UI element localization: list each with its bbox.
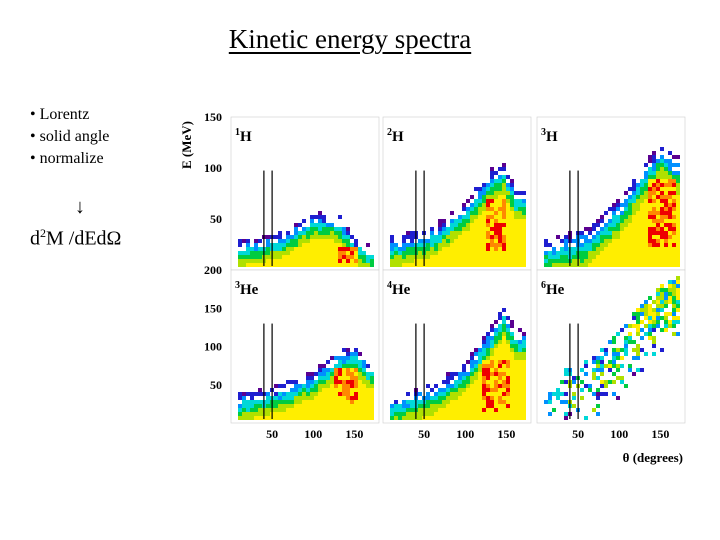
- panel-label-element: He: [546, 282, 565, 298]
- y-tick-label: 100: [204, 161, 222, 175]
- panel-label-element: H: [546, 129, 558, 145]
- x-axis-label: θ (degrees): [623, 450, 683, 465]
- heatmap-1h: [238, 211, 374, 267]
- down-arrow-icon: ↓: [75, 196, 85, 218]
- panel-label-mass: 3: [541, 127, 546, 138]
- x-tick-label: 150: [651, 427, 669, 441]
- panel-label-mass: 3: [235, 280, 240, 291]
- formula-suffix: M /dEdΩ: [46, 227, 122, 250]
- formula-prefix: d: [30, 227, 40, 250]
- panel-label-3he: 3He: [235, 280, 259, 298]
- x-tick-label: 150: [345, 427, 363, 441]
- x-tick-label: 50: [418, 427, 430, 441]
- y-tick-label: 200: [204, 263, 222, 277]
- y-tick-label: 150: [204, 301, 222, 315]
- y-tick-label: 50: [210, 212, 222, 226]
- bullet-item: • Lorentz: [30, 106, 90, 123]
- y-tick-label: 100: [204, 340, 222, 354]
- x-tick-label: 50: [572, 427, 584, 441]
- panel-label-element: He: [240, 282, 259, 298]
- heatmap-3h: [544, 147, 680, 267]
- x-tick-label: 100: [610, 427, 628, 441]
- bullet-item: • normalize: [30, 150, 104, 167]
- formula-superscript: 2: [40, 226, 46, 240]
- panel-label-6he: 6He: [541, 280, 565, 298]
- heatmap-6he: [544, 276, 680, 420]
- panel-label-mass: 1: [235, 127, 240, 138]
- panel-label-element: H: [240, 129, 252, 145]
- panel-label-element: H: [392, 129, 404, 145]
- heatmap-4he: [390, 308, 526, 420]
- y-tick-label: 50: [210, 378, 222, 392]
- panel-label-2h: 2H: [387, 127, 404, 145]
- y-axis-label: E (MeV): [179, 121, 194, 169]
- bullet-list: • Lorentz • solid angle • normalize: [30, 104, 109, 170]
- panel-label-4he: 4He: [387, 280, 411, 298]
- panel-label-3h: 3H: [541, 127, 558, 145]
- x-tick-label: 150: [497, 427, 515, 441]
- panel-label-mass: 6: [541, 280, 546, 291]
- slide-title: Kinetic energy spectra: [228, 24, 472, 54]
- panel-label-element: He: [392, 282, 411, 298]
- cross-section-formula: d2M /dEdΩ: [30, 226, 121, 251]
- x-tick-label: 50: [266, 427, 278, 441]
- bullet-item: • solid angle: [30, 128, 110, 145]
- y-tick-label: 150: [204, 110, 222, 124]
- panel-label-mass: 4: [387, 280, 392, 291]
- x-tick-label: 100: [304, 427, 322, 441]
- panel-label-mass: 2: [387, 127, 392, 138]
- x-tick-label: 100: [456, 427, 474, 441]
- panel-label-1h: 1H: [235, 127, 252, 145]
- heatmap-3he: [238, 348, 374, 420]
